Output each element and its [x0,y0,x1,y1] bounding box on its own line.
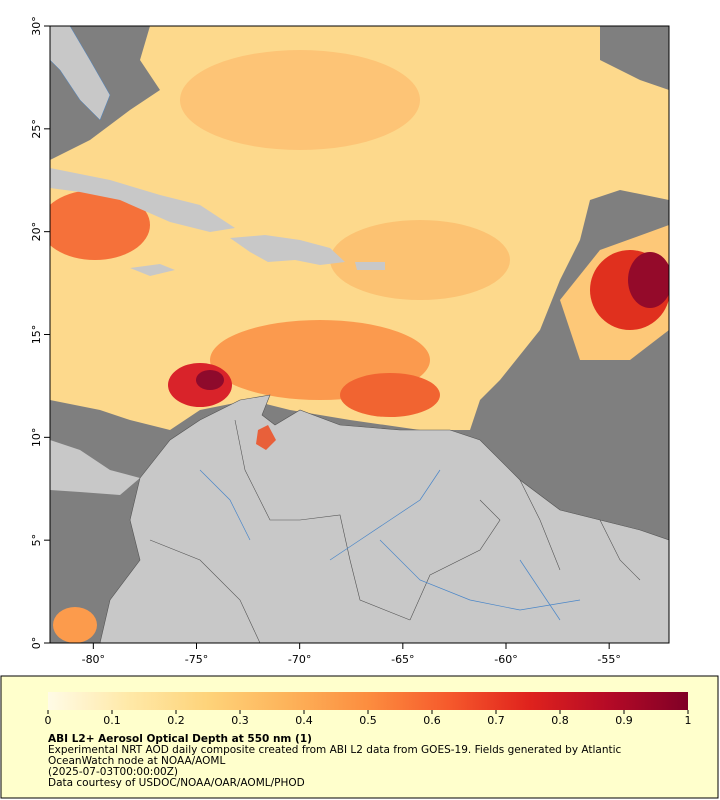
aerosol-patch [53,607,97,643]
aerosol-patch [50,190,150,260]
y-tick-label: 15° [30,325,43,345]
x-tick-label: -65° [391,653,414,666]
x-tick-label: -60° [494,653,517,666]
colorbar-tick-label: 0.6 [423,714,441,727]
caption-line: OceanWatch node at NOAA/AOML [48,755,225,767]
colorbar-tick-label: 0.5 [359,714,377,727]
y-tick-label: 25° [30,119,43,139]
land-hispaniola [230,235,345,265]
caption-line: Data courtesy of USDOC/NOAA/OAR/AOML/PHO… [48,777,305,789]
colorbar-tick-label: 0.9 [615,714,633,727]
y-tick-label: 10° [30,428,43,448]
land-florida [50,26,111,121]
colorbar [48,692,688,710]
colorbar-tick-label: 0 [45,714,52,727]
x-tick-label: -70° [288,653,311,666]
x-tick-label: -55° [597,653,620,666]
land-yucatan [50,440,140,495]
aerosol-patch [196,370,224,390]
x-tick-label: -80° [82,653,105,666]
y-tick-label: 0° [30,637,43,650]
rivers [199,469,581,621]
colorbar-tick-label: 0.1 [103,714,121,727]
caption-line: Experimental NRT AOD daily composite cre… [48,744,622,756]
y-tick-label: 30° [30,16,43,36]
land-cuba [50,168,235,232]
caption-line: (2025-07-03T00:00:00Z) [48,766,178,778]
y-tick-label: 20° [30,222,43,242]
y-tick-label: 5° [30,534,43,547]
colorbar-tick-label: 1 [685,714,692,727]
colorbar-tick-label: 0.2 [167,714,185,727]
land-jamaica [130,264,175,276]
aerosol-patch [628,252,669,308]
borders [149,419,641,643]
land-puerto-rico [355,262,385,270]
colorbar-tick-label: 0.8 [551,714,569,727]
caption-title: ABI L2+ Aerosol Optical Depth at 550 nm … [48,733,312,745]
colorbar-tick-label: 0.7 [487,714,505,727]
colorbar-tick-label: 0.3 [231,714,249,727]
aerosol-patch [340,373,440,417]
colorbar-tick-label: 0.4 [295,714,313,727]
aerosol-patch [180,50,420,150]
aerosol-patch [330,220,510,300]
map-body [50,26,669,643]
lake-maracaibo [256,425,276,450]
x-tick-label: -75° [185,653,208,666]
